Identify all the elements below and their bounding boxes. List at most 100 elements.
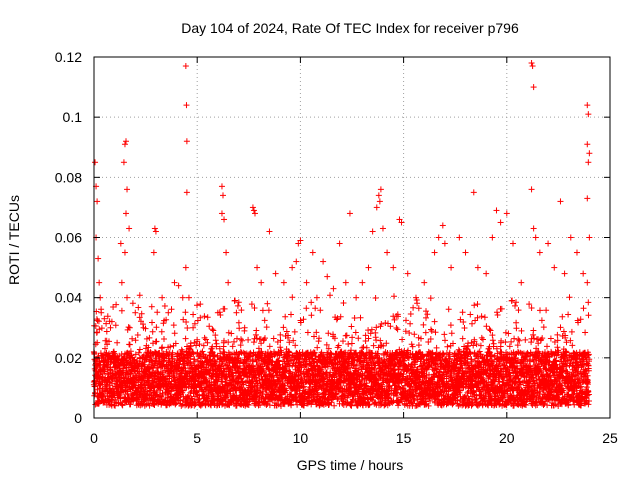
roti-point	[503, 210, 510, 217]
roti-point	[264, 300, 271, 307]
roti-point	[353, 294, 360, 301]
roti-point	[179, 294, 186, 301]
roti-point	[289, 264, 296, 271]
roti-point	[218, 183, 225, 190]
roti-point	[295, 240, 302, 247]
roti-point	[182, 264, 189, 271]
roti-point	[441, 240, 448, 247]
roti-point	[151, 225, 158, 232]
roti-point	[233, 309, 240, 316]
x-axis-label: GPS time / hours	[297, 457, 404, 473]
roti-point	[251, 210, 258, 217]
axes: 0 5 10 15 20 25 0 0.02 0.04 0.06 0.08 0.1 0.12	[55, 49, 618, 446]
roti-point	[214, 309, 221, 316]
roti-point	[220, 192, 226, 199]
roti-point	[379, 225, 386, 232]
roti-point	[148, 303, 155, 310]
roti-point	[122, 138, 129, 145]
roti-point	[182, 63, 189, 70]
roti-point	[585, 111, 592, 118]
y-tick-label: 0.1	[63, 109, 83, 125]
roti-point	[121, 249, 128, 256]
x-tick-label: 5	[193, 430, 201, 446]
roti-point	[249, 204, 256, 211]
roti-point	[489, 234, 496, 241]
roti-point	[376, 198, 383, 205]
roti-point	[584, 141, 591, 148]
roti-point	[584, 195, 591, 202]
roti-point	[98, 309, 105, 316]
roti-point	[545, 240, 552, 247]
y-tick-label: 0.06	[55, 230, 82, 246]
roti-point	[435, 234, 442, 241]
roti-point	[92, 159, 99, 166]
roti-point	[124, 294, 131, 301]
roti-point	[532, 234, 539, 241]
roti-point	[221, 216, 228, 223]
roti-point	[365, 264, 372, 271]
roti-point	[431, 249, 438, 256]
roti-point	[126, 225, 133, 232]
roti-point	[159, 294, 166, 301]
x-tick-label: 10	[293, 430, 309, 446]
roti-point	[165, 309, 172, 316]
roti-point	[293, 258, 300, 265]
roti-point	[580, 270, 587, 277]
roti-point	[185, 294, 192, 301]
roti-point	[551, 264, 558, 271]
roti-point	[448, 264, 455, 271]
roti-point	[223, 249, 230, 256]
roti-point	[421, 279, 428, 286]
roti-point	[373, 204, 380, 211]
roti-point	[557, 198, 564, 205]
roti-point	[94, 198, 101, 205]
roti-point	[497, 219, 504, 226]
roti-point	[95, 255, 102, 262]
roti-point	[346, 210, 353, 217]
roti-point	[266, 228, 273, 235]
roti-point	[313, 294, 320, 301]
chart-title: Day 104 of 2024, Rate Of TEC Index for r…	[181, 20, 519, 36]
roti-point	[303, 279, 310, 286]
roti-point	[585, 159, 592, 166]
roti-point	[107, 324, 114, 331]
roti-point	[518, 279, 525, 286]
roti-point	[175, 282, 182, 289]
roti-point	[258, 279, 265, 286]
roti-point	[121, 141, 128, 148]
roti-point	[529, 63, 536, 70]
roti-point	[124, 186, 131, 193]
roti-point	[297, 237, 304, 244]
roti-point	[470, 189, 477, 196]
roti-point	[462, 249, 469, 256]
roti-point	[320, 258, 327, 265]
roti-point	[309, 249, 316, 256]
roti-point	[493, 207, 500, 214]
roti-point	[122, 210, 129, 217]
roti-point	[404, 270, 411, 277]
roti-point	[250, 207, 257, 214]
roti-point	[584, 102, 591, 109]
roti-point	[152, 228, 159, 235]
roti-point	[342, 279, 349, 286]
roti-point	[396, 216, 403, 223]
roti-point	[204, 339, 211, 346]
roti-point	[561, 270, 568, 277]
y-axis-label: ROTI / TECUs	[6, 195, 22, 285]
y-tick-label: 0	[74, 410, 82, 426]
roti-point	[483, 270, 490, 277]
y-tick-label: 0.04	[55, 290, 82, 306]
data-points	[90, 60, 593, 409]
roti-point	[398, 219, 405, 226]
roti-point	[359, 279, 366, 286]
roti-point	[280, 279, 287, 286]
y-tick-label: 0.08	[55, 169, 82, 185]
roti-point	[530, 84, 537, 91]
roti-point	[150, 249, 157, 256]
roti-point	[183, 102, 190, 109]
roti-point	[369, 228, 376, 235]
y-tick-label: 0.12	[55, 49, 82, 65]
x-tick-label: 0	[90, 430, 98, 446]
roti-point	[390, 264, 397, 271]
roti-point	[117, 240, 124, 247]
